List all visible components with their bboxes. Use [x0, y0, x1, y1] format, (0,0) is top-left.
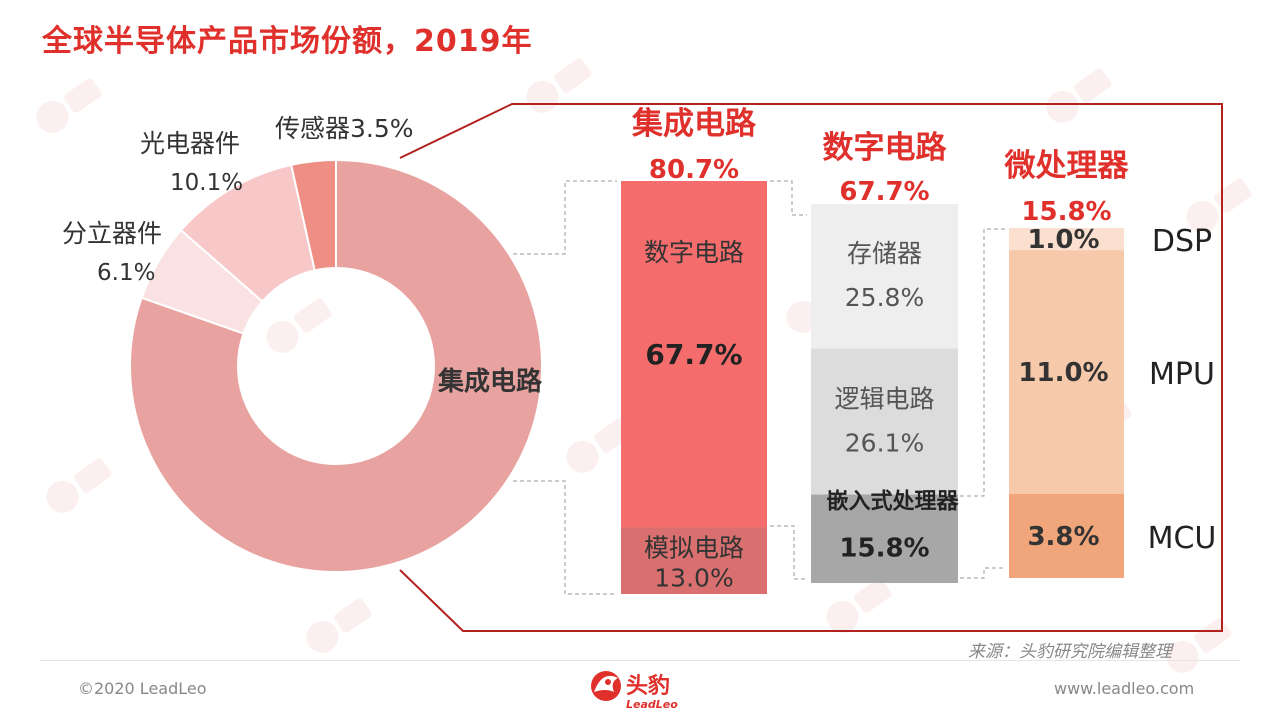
bar-total: 15.8% [1021, 197, 1111, 227]
connector-line [513, 180, 617, 255]
bar-segment-value: 3.8% [1027, 522, 1099, 552]
donut-label: 传感器3.5% [275, 114, 414, 143]
donut-value-label: 6.1% [97, 260, 155, 286]
bar-segment [1009, 228, 1124, 251]
logo-subtitle: LeadLeo [626, 698, 678, 711]
bar-total: 67.7% [839, 177, 929, 207]
donut-label: 分立器件 [62, 219, 162, 248]
bar-segment-label: DSP [1152, 224, 1212, 259]
donut-label: 光电器件 [140, 129, 240, 158]
connector-line [770, 525, 807, 580]
footer-copyright: ©2020 LeadLeo [78, 679, 207, 698]
bar-segment-label: 嵌入式处理器 [826, 489, 959, 515]
bar-title: 集成电路 [631, 106, 757, 142]
leadleo-logo: 头豹 LeadLeo [584, 662, 700, 718]
source-note: 来源：头豹研究院编辑整理 [968, 642, 1172, 662]
bar-segment [1009, 493, 1124, 578]
bar-title: 数字电路 [823, 130, 948, 166]
bar-title: 微处理器 [1004, 148, 1130, 184]
donut-label: 集成电路 [437, 366, 543, 397]
donut-slice [290, 158, 337, 272]
donut-value-label: 10.1% [170, 170, 243, 196]
bar-segment-label: 存储器 [847, 239, 922, 268]
connector-line [770, 180, 807, 216]
bar-segment-value: 26.1% [845, 428, 924, 457]
logo-name: 头豹 [626, 674, 671, 699]
bar-segment-label: MPU [1149, 357, 1215, 392]
bar-segment-label: 数字电路 [644, 238, 744, 267]
bar-total: 80.7% [649, 155, 739, 185]
bar-segment-value: 15.8% [839, 534, 929, 564]
footer-divider [40, 660, 1240, 661]
page-title: 全球半导体产品市场份额，2019年 [42, 24, 533, 59]
connector-line [960, 228, 1005, 497]
bar-segment-label: MCU [1148, 521, 1217, 556]
bar-segment-value: 1.0% [1027, 225, 1099, 255]
bar-segment-label: 逻辑电路 [834, 384, 934, 413]
footer-website[interactable]: www.leadleo.com [1054, 679, 1195, 698]
bar-segment-value: 11.0% [1018, 358, 1108, 388]
bar-segment-value: 13.0% [654, 564, 733, 593]
bar-segment [811, 494, 958, 583]
leopard-logo-icon [591, 671, 621, 701]
donut-slice [129, 158, 543, 573]
connector-line [960, 567, 1005, 579]
breakdown-frame [399, 103, 1223, 632]
connector-line [513, 480, 617, 595]
bar-segment-label: 模拟电路 [644, 534, 744, 563]
bar-segment [621, 527, 767, 594]
bar-segment [811, 204, 958, 349]
bar-segment-value: 67.7% [645, 338, 742, 371]
bar-segment-value: 25.8% [845, 283, 924, 312]
bar-segment [621, 181, 767, 528]
bar-segment [811, 348, 958, 495]
bar-segment [1009, 250, 1124, 494]
